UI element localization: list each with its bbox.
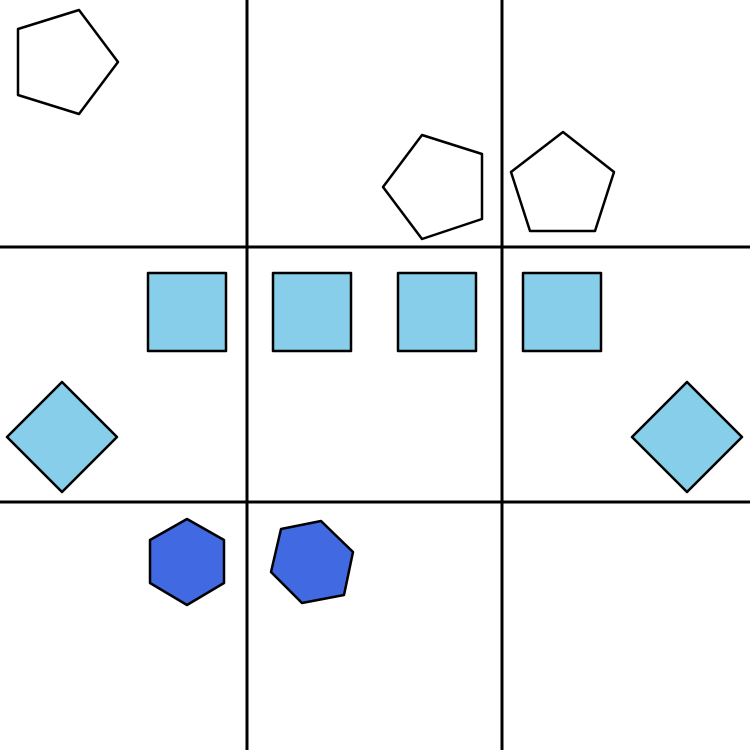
pentagon-2 [381, 133, 484, 241]
square-3 [396, 271, 478, 353]
diamond-1 [5, 380, 119, 494]
hexagon-2 [269, 519, 355, 605]
pentagon-3 [509, 130, 616, 233]
shapes [5, 8, 744, 607]
square-4 [521, 271, 603, 353]
diamond-2 [630, 380, 744, 494]
square-2 [271, 271, 353, 353]
square-1 [146, 271, 228, 353]
hexagon-1 [148, 517, 226, 607]
pentagon-1 [16, 8, 120, 116]
